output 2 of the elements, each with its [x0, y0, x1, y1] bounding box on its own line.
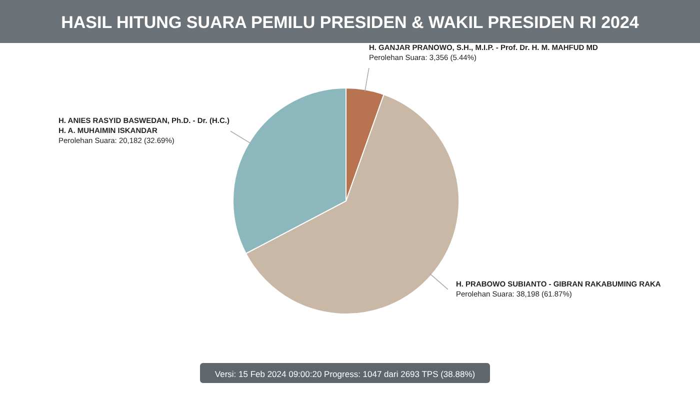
chart-title: HASIL HITUNG SUARA PEMILU PRESIDEN & WAKIL PRESIDEN RI 2024 [61, 13, 640, 32]
text: Versi: 15 Feb 2024 09:00:20 Progress: 1047 dari 2693 TPS (38.88%) [214, 369, 476, 379]
